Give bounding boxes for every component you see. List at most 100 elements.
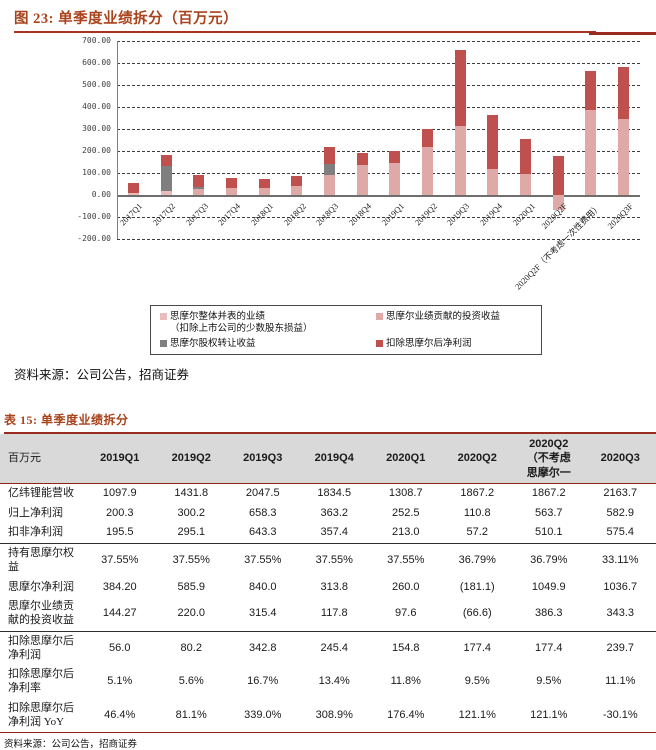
bar-segment bbox=[161, 155, 172, 166]
table-cell: 80.2 bbox=[156, 631, 228, 665]
table-cell: 121.1% bbox=[513, 699, 585, 733]
table-cell: 575.4 bbox=[585, 523, 656, 543]
table-cell: 510.1 bbox=[513, 523, 585, 543]
y-axis-label: 100.00 bbox=[59, 168, 111, 177]
bar-segment bbox=[161, 166, 172, 190]
table-cell: 245.4 bbox=[299, 631, 371, 665]
table-cell: 97.6 bbox=[370, 597, 442, 631]
table-cell: 384.20 bbox=[84, 578, 156, 598]
rule-main bbox=[14, 31, 596, 33]
bar-segment bbox=[128, 183, 139, 193]
bar-segment bbox=[324, 164, 335, 175]
y-axis-label: 0.00 bbox=[59, 190, 111, 199]
table-cell: 33.11% bbox=[585, 544, 656, 578]
table-cell: 110.8 bbox=[442, 504, 514, 524]
y-axis-label: 700.00 bbox=[59, 36, 111, 45]
x-axis-label: 2020Q1 bbox=[510, 201, 536, 227]
bar-segment bbox=[259, 188, 270, 195]
table-cell: 295.1 bbox=[156, 523, 228, 543]
table-cell: 37.55% bbox=[299, 544, 371, 578]
table-row-label: 思摩尔业绩贡献的投资收益 bbox=[0, 597, 84, 631]
chart-legend: 思摩尔整体并表的业绩 （扣除上市公司的少数股东损益） 思摩尔业绩贡献的投资收益思摩… bbox=[150, 305, 542, 355]
bar-segment bbox=[128, 193, 139, 195]
table-cell: 357.4 bbox=[299, 523, 371, 543]
table-cell: 177.4 bbox=[442, 631, 514, 665]
table-row-label: 归上净利润 bbox=[0, 504, 84, 524]
legend-swatch-icon bbox=[376, 340, 383, 347]
bar-segment bbox=[618, 67, 629, 120]
table-cell: 36.79% bbox=[442, 544, 514, 578]
table-column-header: 2020Q3 bbox=[585, 434, 656, 483]
table-row-label: 扣除思摩尔后净利润 bbox=[0, 631, 84, 665]
y-axis-label: 200.00 bbox=[59, 146, 111, 155]
y-axis-label: 600.00 bbox=[59, 58, 111, 67]
table-cell: 36.79% bbox=[513, 544, 585, 578]
table-cell: 2047.5 bbox=[227, 483, 299, 503]
legend-swatch-icon bbox=[160, 340, 167, 347]
table-cell: 46.4% bbox=[84, 699, 156, 733]
table-cell: 342.8 bbox=[227, 631, 299, 665]
table-cell: 37.55% bbox=[227, 544, 299, 578]
table-cell: 13.4% bbox=[299, 665, 371, 699]
bar-segment bbox=[487, 115, 498, 169]
table-row-label: 扣除思摩尔后净利率 bbox=[0, 665, 84, 699]
legend-label: 思摩尔股权转让收益 bbox=[170, 338, 256, 350]
table-cell: (66.6) bbox=[442, 597, 514, 631]
table-cell: 195.5 bbox=[84, 523, 156, 543]
table-row-label: 持有思摩尔权益 bbox=[0, 544, 84, 578]
bar-segment bbox=[520, 139, 531, 173]
table-title: 表 15: 单季度业绩拆分 bbox=[4, 413, 129, 427]
table-cell: 585.9 bbox=[156, 578, 228, 598]
table-unit-header: 百万元 bbox=[0, 434, 84, 483]
legend-item: 思摩尔业绩贡献的投资收益 bbox=[376, 311, 542, 336]
table-source: 资料来源：公司公告，招商证券 bbox=[4, 736, 656, 750]
y-axis-label: 500.00 bbox=[59, 80, 111, 89]
bar-segment bbox=[422, 129, 433, 147]
x-axis-label: 2018Q1 bbox=[249, 201, 275, 227]
table-cell: 37.55% bbox=[370, 544, 442, 578]
table-cell: (181.1) bbox=[442, 578, 514, 598]
y-axis-label: 300.00 bbox=[59, 124, 111, 133]
bar-segment bbox=[259, 179, 270, 188]
table-cell: 5.1% bbox=[84, 665, 156, 699]
table-cell: 117.8 bbox=[299, 597, 371, 631]
table-cell: 176.4% bbox=[370, 699, 442, 733]
bar-segment bbox=[291, 186, 302, 195]
table-row-label: 思摩尔净利润 bbox=[0, 578, 84, 598]
table-column-header: 2020Q2 bbox=[442, 434, 514, 483]
table-row-label: 扣非净利润 bbox=[0, 523, 84, 543]
legend-item: 思摩尔整体并表的业绩 （扣除上市公司的少数股东损益） bbox=[160, 311, 368, 336]
table-column-header: 2019Q1 bbox=[84, 434, 156, 483]
table-cell: 313.8 bbox=[299, 578, 371, 598]
x-axis-label: 2017Q2 bbox=[151, 201, 177, 227]
x-axis-label: 2017Q4 bbox=[216, 201, 242, 227]
table-cell: 239.7 bbox=[585, 631, 656, 665]
table-cell: 2163.7 bbox=[585, 483, 656, 503]
table-cell: 1867.2 bbox=[442, 483, 514, 503]
table-cell: 1834.5 bbox=[299, 483, 371, 503]
gridline bbox=[117, 129, 640, 130]
table-cell: 11.8% bbox=[370, 665, 442, 699]
x-axis-label: 2019Q1 bbox=[379, 201, 405, 227]
table-cell: 9.5% bbox=[513, 665, 585, 699]
bar-segment bbox=[291, 176, 302, 186]
bar-segment bbox=[357, 153, 368, 165]
bar-segment bbox=[553, 156, 564, 195]
bar-segment bbox=[226, 178, 237, 189]
table-cell: 56.0 bbox=[84, 631, 156, 665]
bar-segment bbox=[193, 187, 204, 189]
table-cell: 315.4 bbox=[227, 597, 299, 631]
table-cell: 260.0 bbox=[370, 578, 442, 598]
x-axis-label: 2018Q2 bbox=[281, 201, 307, 227]
table-row-label: 亿纬锂能营收 bbox=[0, 483, 84, 503]
bar-segment bbox=[455, 50, 466, 125]
table-cell: 840.0 bbox=[227, 578, 299, 598]
gridline bbox=[117, 107, 640, 108]
